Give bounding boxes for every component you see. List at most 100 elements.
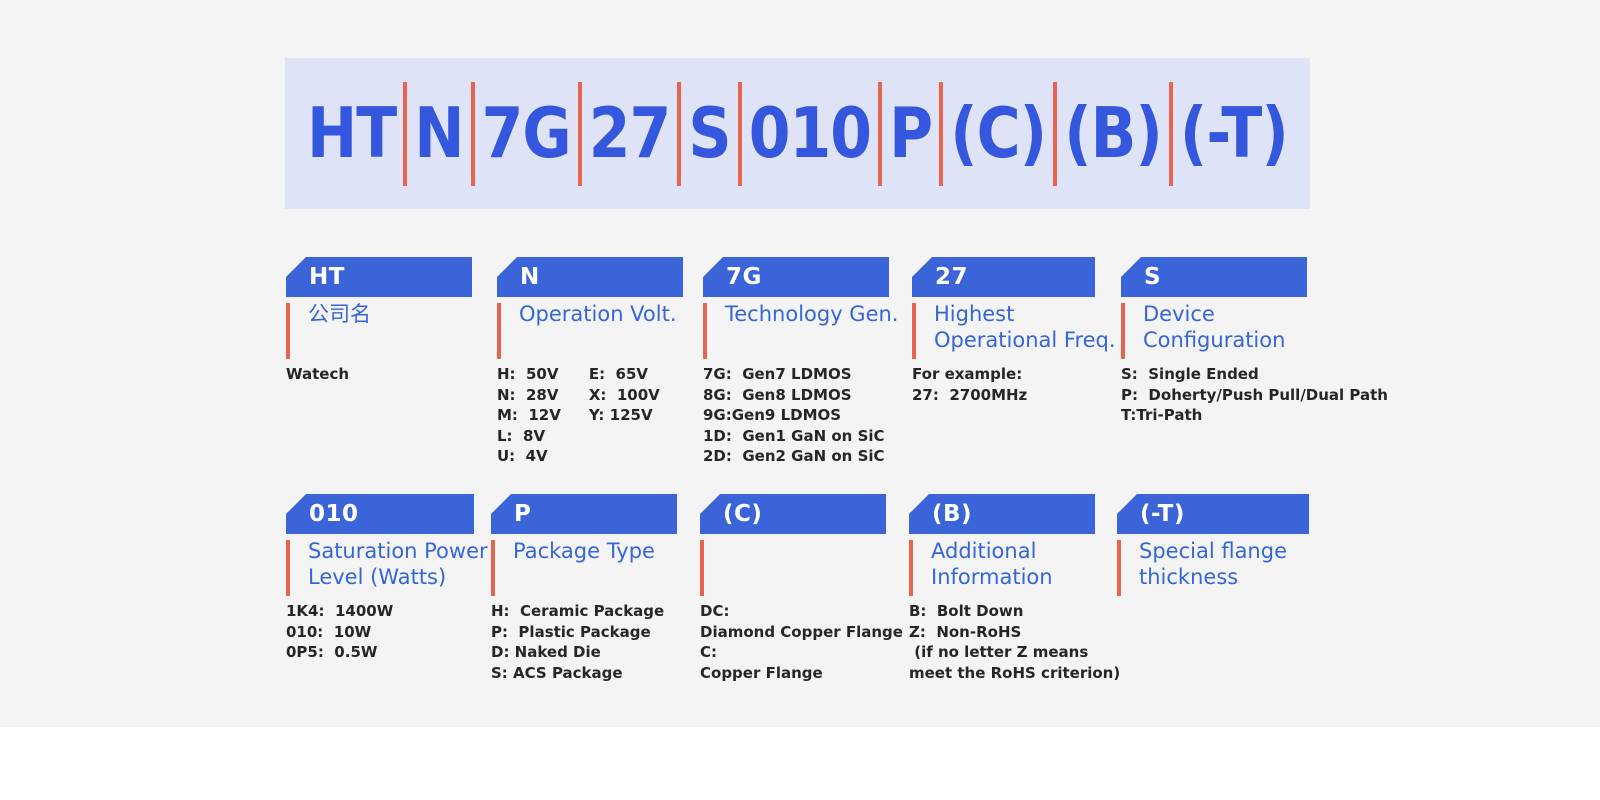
block-device-config-title: Device Configuration — [1143, 301, 1285, 353]
detail-line: U: 4V — [497, 447, 548, 465]
block-highest-freq-code: 27 — [935, 264, 969, 290]
block-company-tab: HT — [286, 257, 472, 297]
title-line: Operation Volt. — [519, 302, 677, 326]
detail-line: P: Doherty/Push Pull/Dual Path — [1121, 385, 1388, 404]
block-company-code: HT — [309, 264, 345, 290]
block-flange-code: (C) — [723, 501, 763, 527]
block-package-type: P Package Type H: Ceramic Package P: Pla… — [491, 494, 677, 682]
red-divider — [700, 540, 704, 596]
block-package-type-code: P — [514, 501, 532, 527]
block-saturation-power-code: 010 — [309, 501, 359, 527]
detail-line: meet the RoHS criterion) — [909, 663, 1121, 682]
title-line: Information — [931, 565, 1053, 589]
block-saturation-power-details: 1K4: 1400W 010: 10W 0P5: 0.5W — [286, 601, 393, 663]
detail-line: Diamond Copper Flange — [700, 622, 903, 641]
red-divider — [491, 540, 495, 596]
detail-line: DC: — [700, 602, 730, 620]
red-separator — [1168, 81, 1173, 186]
detail-line: S: Single Ended — [1121, 365, 1259, 383]
detail-line: M: 12V — [497, 406, 561, 424]
block-flange: (C) DC: Diamond Copper Flange C: Copper … — [700, 494, 903, 682]
block-operation-volt-title: Operation Volt. — [519, 301, 677, 327]
detail-line: Watech — [286, 365, 350, 383]
red-divider — [909, 540, 913, 596]
block-device-config-code: S — [1144, 264, 1162, 290]
block-additional-info-details: B: Bolt Down Z: Non-RoHS (if no letter Z… — [909, 601, 1120, 683]
pn-segment-thickness: (-T) — [1179, 92, 1289, 175]
block-technology-gen-title: Technology Gen. — [725, 301, 899, 327]
pn-segment-additional: (B) — [1064, 92, 1163, 175]
block-technology-gen-tab: 7G — [703, 257, 889, 297]
red-separator — [878, 81, 883, 186]
detail-line: S: ACS Package — [491, 663, 623, 682]
block-package-type-title: Package Type — [513, 538, 655, 564]
red-separator — [737, 81, 742, 186]
detail-line: (if no letter Z means — [909, 643, 1089, 661]
red-divider — [1117, 540, 1121, 596]
title-line: Package Type — [513, 539, 655, 563]
block-operation-volt-tab: N — [497, 257, 683, 297]
detail-line: 2D: Gen2 GaN on SiC — [703, 447, 885, 465]
block-operation-volt-code: N — [520, 264, 540, 290]
block-flange-tab: (C) — [700, 494, 886, 534]
block-additional-info-tab: (B) — [909, 494, 1095, 534]
detail-line: X: 100V — [588, 385, 660, 404]
block-flange-details: DC: Diamond Copper Flange C: Copper Flan… — [700, 601, 903, 683]
detail-line: 1K4: 1400W — [286, 602, 394, 620]
block-highest-freq-details: For example: 27: 2700MHz — [912, 364, 1027, 405]
block-device-config-details: S: Single Ended P: Doherty/Push Pull/Dua… — [1121, 364, 1388, 426]
detail-line: C: — [700, 643, 718, 661]
title-line: Level (Watts) — [308, 565, 447, 589]
block-device-config-tab: S — [1121, 257, 1307, 297]
red-divider — [497, 303, 501, 359]
detail-line: N: 28V — [497, 385, 559, 404]
block-saturation-power-tab: 010 — [286, 494, 474, 534]
detail-line: Z: Non-RoHS — [909, 622, 1022, 641]
pn-segment-config: S — [688, 92, 731, 175]
red-divider — [1121, 303, 1125, 359]
title-line: Additional — [931, 539, 1037, 563]
red-separator — [470, 81, 475, 186]
block-operation-volt: N Operation Volt. H: 50V N: 28V M: 12V L… — [497, 257, 683, 465]
detail-line: B: Bolt Down — [909, 602, 1024, 620]
detail-line: T:Tri-Path — [1121, 406, 1203, 424]
detail-line: 7G: Gen7 LDMOS — [703, 365, 852, 383]
block-additional-info: (B) Additional Information B: Bolt Down … — [909, 494, 1120, 682]
red-separator — [939, 81, 944, 186]
block-highest-freq: 27 Highest Operational Freq. For example… — [912, 257, 1116, 404]
red-divider — [286, 540, 290, 596]
title-line: Highest — [934, 302, 1015, 326]
block-technology-gen: 7G Technology Gen. 7G: Gen7 LDMOS 8G: Ge… — [703, 257, 899, 465]
detail-line: 0P5: 0.5W — [286, 643, 378, 661]
block-operation-volt-details: H: 50V N: 28V M: 12V L: 8V U: 4V E: 65V … — [497, 364, 660, 467]
red-divider — [912, 303, 916, 359]
detail-line: E: 65V — [588, 365, 649, 383]
pn-segment-freq: 27 — [588, 92, 671, 175]
detail-line: 1D: Gen1 GaN on SiC — [703, 426, 885, 445]
block-device-config: S Device Configuration S: Single Ended P… — [1121, 257, 1388, 424]
part-number-banner: HT N 7G 27 S 010 P (C) (B) (-T) — [285, 58, 1310, 209]
title-line: Configuration — [1143, 328, 1286, 352]
block-flange-thickness: (-T) Special flange thickness — [1117, 494, 1309, 596]
pn-segment-flange: (C) — [950, 92, 1047, 175]
block-flange-thickness-code: (-T) — [1140, 501, 1185, 527]
red-divider — [703, 303, 707, 359]
detail-line: For example: — [912, 365, 1023, 383]
title-line: thickness — [1139, 565, 1239, 589]
block-company: HT 公司名 Watech — [286, 257, 472, 383]
detail-line: P: Plastic Package — [491, 622, 651, 641]
block-saturation-power: 010 Saturation Power Level (Watts) 1K4: … — [286, 494, 488, 661]
block-flange-thickness-tab: (-T) — [1117, 494, 1309, 534]
block-highest-freq-title: Highest Operational Freq. — [934, 301, 1116, 353]
detail-line: Copper Flange — [700, 663, 823, 682]
detail-line: 8G: Gen8 LDMOS — [703, 385, 852, 404]
block-package-type-details: H: Ceramic Package P: Plastic Package D:… — [491, 601, 664, 683]
block-highest-freq-tab: 27 — [912, 257, 1095, 297]
detail-line: 27: 2700MHz — [912, 385, 1028, 404]
detail-line: Y: 125V — [588, 406, 653, 424]
red-separator — [577, 81, 582, 186]
detail-line: 9G:Gen9 LDMOS — [703, 406, 842, 424]
block-package-type-tab: P — [491, 494, 677, 534]
pn-segment-power: 010 — [748, 92, 872, 175]
